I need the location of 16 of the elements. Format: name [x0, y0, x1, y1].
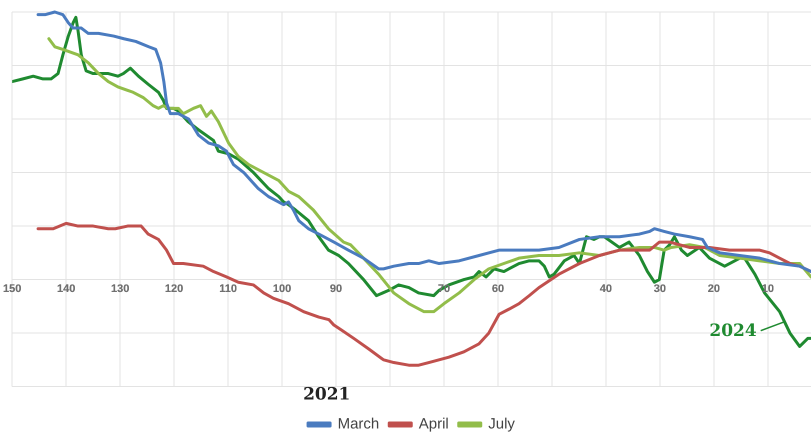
x-tick-label: 40 [600, 283, 612, 296]
x-tick-label: 140 [56, 283, 76, 296]
x-tick-label: 60 [492, 283, 504, 296]
x-tick-label: 120 [164, 283, 184, 296]
x-tick-label: 100 [272, 283, 292, 296]
x-tick-label: 30 [654, 283, 666, 296]
legend-label: July [488, 416, 516, 433]
legend-label: March [338, 416, 380, 433]
x-tick-label: 130 [110, 283, 130, 296]
annotation: 2024 [709, 321, 757, 342]
x-tick-label: 150 [2, 283, 22, 296]
legend-label: April [418, 416, 449, 433]
x-tick-label: 110 [219, 283, 237, 296]
x-tick-label: 90 [330, 283, 342, 296]
legend-title: 2021 [303, 384, 350, 405]
x-tick-label: 20 [708, 283, 720, 296]
